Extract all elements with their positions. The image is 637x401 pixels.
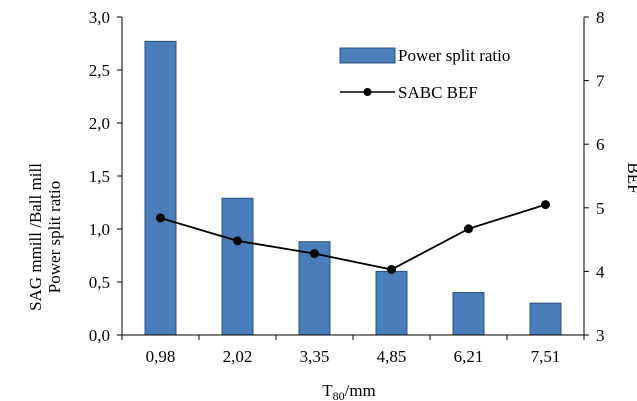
x-axis-title-unit: /mm: [345, 381, 376, 400]
bar-5: [529, 302, 562, 336]
left-tick-label-4: 2,0: [89, 114, 110, 133]
bar-4: [452, 292, 485, 336]
x-axis-title: T80/mm: [322, 381, 376, 401]
x-tick-label-2: 3,35: [300, 347, 330, 366]
left-tick-label-3: 1,5: [89, 167, 110, 186]
right-tick-label-5: 8: [596, 8, 605, 27]
right-tick-label-1: 4: [596, 262, 605, 281]
left-axis-title: SAG mmill /Ball mill Power split ratio: [26, 163, 64, 311]
left-tick-label-6: 3,0: [89, 8, 110, 27]
right-tick-label-2: 5: [596, 199, 605, 218]
legend-line-label: SABC BEF: [398, 83, 478, 102]
x-tick-label-5: 7,51: [531, 347, 561, 366]
left-tick-label-2: 1,0: [89, 220, 110, 239]
line-series-sabc-bef: [160, 203, 546, 271]
right-axis-title: BEF: [624, 162, 637, 193]
x-tick-label-0: 0,98: [146, 347, 176, 366]
x-axis-title-subscript: 80: [333, 389, 345, 401]
left-tick-label-5: 2,5: [89, 61, 110, 80]
line-point-0: [156, 213, 165, 223]
left-tick-label-1: 0,5: [89, 273, 110, 292]
ticks-layer: 0,0 0,5 1,0 1,5 2,0 2,5 3,0 3 4 5 6 7 8 0,98 2,02 3,35 4…: [89, 8, 605, 366]
bar-3: [375, 270, 408, 336]
line-layer: [156, 200, 550, 274]
line-point-1: [233, 236, 242, 246]
legend-line-marker: [363, 88, 372, 96]
bar-0: [144, 40, 177, 336]
left-tick-label-0: 0,0: [89, 326, 110, 345]
right-tick-label-4: 7: [596, 72, 605, 91]
legend-bar-label: Power split ratio: [398, 46, 510, 65]
right-tick-label-3: 6: [596, 135, 605, 154]
left-axis-title-line2: Power split ratio: [45, 181, 64, 293]
line-point-3: [387, 264, 396, 274]
axes-layer: [121, 17, 585, 336]
bars-layer: [144, 40, 562, 336]
legend-bar-swatch: [339, 47, 396, 64]
legend: Power split ratio SABC BEF: [339, 46, 510, 102]
left-axis-title-line1: SAG mmill /Ball mill: [26, 163, 45, 311]
line-point-5: [541, 200, 550, 210]
x-tick-label-4: 6,21: [454, 347, 484, 366]
x-tick-label-1: 2,02: [223, 347, 253, 366]
right-tick-label-0: 3: [596, 326, 605, 345]
bar-1: [221, 197, 254, 336]
line-point-2: [310, 249, 319, 259]
x-axis-title-main: T: [322, 381, 333, 400]
line-point-4: [464, 224, 473, 234]
x-tick-label-3: 4,85: [377, 347, 407, 366]
